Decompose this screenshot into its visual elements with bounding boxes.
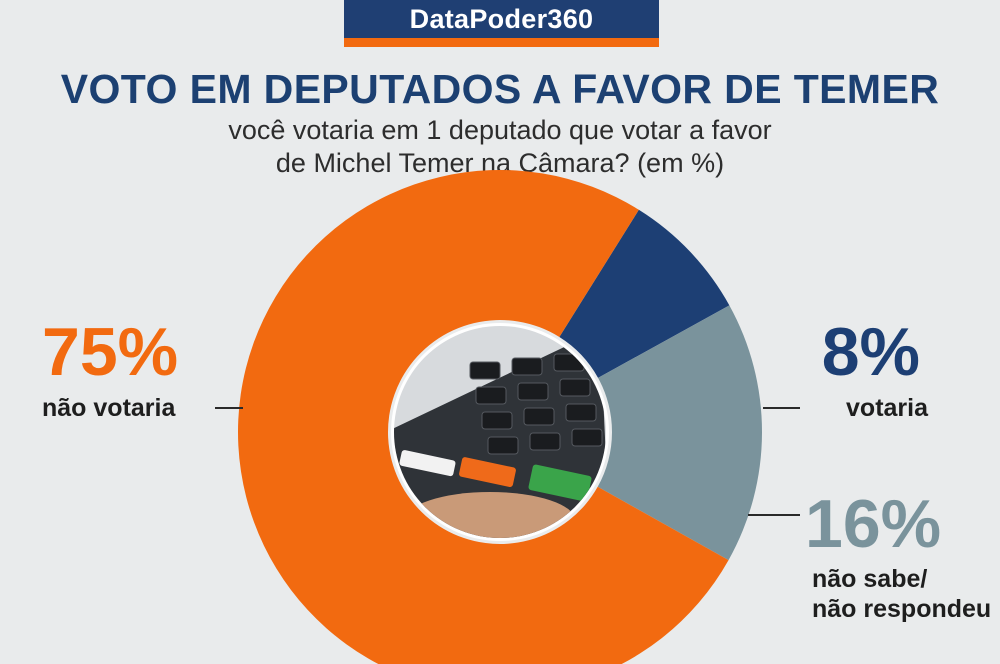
- label-nao-sabe-line-1: não sabe/: [812, 565, 928, 593]
- keypad-key: [469, 361, 501, 380]
- label-votaria: votaria: [846, 394, 928, 422]
- keypad-key: [523, 407, 555, 426]
- pct-nao-votaria: 75%: [42, 314, 179, 390]
- slice-nao-sabe: [597, 305, 762, 561]
- label-nao-votaria: não votaria: [42, 394, 176, 422]
- keypad-key: [475, 386, 507, 405]
- keypad-key: [511, 357, 543, 376]
- pct-votaria: 8%: [821, 314, 920, 390]
- keypad-key: [517, 382, 549, 401]
- slice-nao-votaria: [238, 170, 729, 664]
- keypad-key: [481, 411, 513, 430]
- center-voting-machine-image: [391, 323, 609, 541]
- keypad-key: [487, 436, 519, 455]
- keypad-key: [565, 403, 597, 422]
- keypad-key: [559, 378, 591, 397]
- label-nao-sabe-line-2: não respondeu: [812, 595, 992, 623]
- keypad-key: [571, 428, 603, 447]
- pct-nao-sabe: 16%: [805, 486, 942, 562]
- brand-name: DataPoder360: [409, 3, 594, 34]
- brand-banner: DataPoder360: [344, 0, 659, 47]
- chart-subtitle-line-1: você votaria em 1 deputado que votar a f…: [228, 115, 772, 145]
- chart-title: VOTO EM DEPUTADOS A FAVOR DE TEMER: [60, 66, 940, 112]
- keypad-key: [553, 353, 585, 372]
- slice-votaria: [559, 209, 730, 378]
- keypad-key: [529, 432, 561, 451]
